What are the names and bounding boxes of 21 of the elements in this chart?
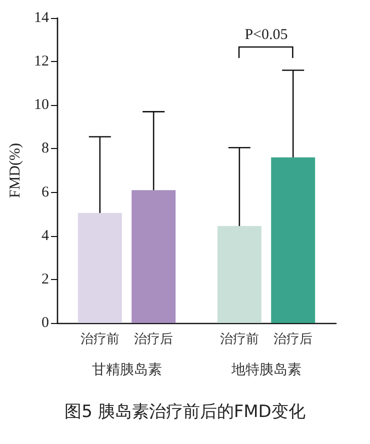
bar: [271, 157, 316, 323]
x-tick-label: 甘精胰岛素: [92, 362, 162, 378]
y-tick-label: 4: [42, 228, 50, 244]
y-tick-label: 6: [42, 184, 50, 200]
x-tick-label: 地特胰岛素: [230, 362, 302, 378]
text: 图5 胰岛素治疗前后的FMD变化: [64, 401, 306, 423]
y-tick-label: 10: [34, 97, 49, 114]
annotation: P<0.05: [244, 27, 288, 44]
y-axis-title: FMD(%): [8, 143, 24, 198]
text: 治疗前: [220, 332, 259, 347]
y-tick-label: 14: [34, 10, 50, 26]
bar: [78, 212, 122, 323]
y-tick-label: 0: [42, 315, 49, 331]
y-tick-label: 12: [34, 54, 49, 70]
y-tick-label: 8: [42, 140, 49, 157]
bar: [217, 226, 262, 323]
series-label: 治疗前: [80, 332, 120, 347]
series-label: 治疗后: [134, 332, 174, 347]
bar: [132, 190, 176, 323]
y-tick-label: 2: [42, 271, 49, 288]
text: 治疗后: [274, 332, 313, 347]
